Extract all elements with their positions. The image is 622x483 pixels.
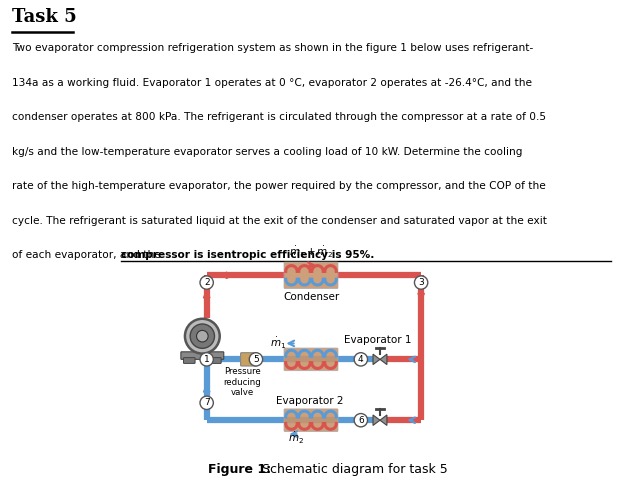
Text: Schematic diagram for task 5: Schematic diagram for task 5 xyxy=(258,463,448,476)
Text: rate of the high-temperature evaporator, the power required by the compressor, a: rate of the high-temperature evaporator,… xyxy=(12,181,546,191)
Circle shape xyxy=(190,324,215,348)
FancyBboxPatch shape xyxy=(241,353,257,366)
Text: 5: 5 xyxy=(253,355,259,364)
FancyBboxPatch shape xyxy=(284,348,338,370)
Text: of each evaporator, and the: of each evaporator, and the xyxy=(12,250,165,260)
Text: cycle. The refrigerant is saturated liquid at the exit of the condenser and satu: cycle. The refrigerant is saturated liqu… xyxy=(12,216,547,226)
Text: Task 5: Task 5 xyxy=(12,8,77,27)
Text: Evaporator 1: Evaporator 1 xyxy=(345,335,412,345)
FancyBboxPatch shape xyxy=(210,357,221,363)
Text: kg/s and the low-temperature evaporator serves a cooling load of 10 kW. Determin: kg/s and the low-temperature evaporator … xyxy=(12,147,523,157)
Text: compressor is isentropic efficiency is 95%.: compressor is isentropic efficiency is 9… xyxy=(121,250,374,260)
Text: Condenser: Condenser xyxy=(283,292,339,302)
Text: $\dot{m}_1 + \dot{m}_2$: $\dot{m}_1 + \dot{m}_2$ xyxy=(289,245,333,260)
Circle shape xyxy=(354,413,368,427)
Text: Figure 1:: Figure 1: xyxy=(208,463,271,476)
Polygon shape xyxy=(373,415,380,426)
Text: Pressure
reducing
valve: Pressure reducing valve xyxy=(223,368,261,397)
Circle shape xyxy=(414,276,428,289)
Text: Two evaporator compression refrigeration system as shown in the figure 1 below u: Two evaporator compression refrigeration… xyxy=(12,43,534,54)
Text: 3: 3 xyxy=(418,278,424,287)
Text: 4: 4 xyxy=(358,355,364,364)
Circle shape xyxy=(200,353,213,366)
Text: condenser operates at 800 kPa. The refrigerant is circulated through the compres: condenser operates at 800 kPa. The refri… xyxy=(12,113,547,122)
Text: 1: 1 xyxy=(204,355,210,364)
Text: Evaporator 2: Evaporator 2 xyxy=(276,396,343,406)
Circle shape xyxy=(197,330,208,342)
Circle shape xyxy=(354,353,368,366)
FancyBboxPatch shape xyxy=(284,409,338,431)
Text: 6: 6 xyxy=(358,416,364,425)
FancyBboxPatch shape xyxy=(284,262,338,288)
Polygon shape xyxy=(373,354,380,365)
Polygon shape xyxy=(380,415,387,426)
Polygon shape xyxy=(380,354,387,365)
FancyBboxPatch shape xyxy=(183,357,195,363)
Circle shape xyxy=(200,276,213,289)
Text: 134a as a working fluid. Evaporator 1 operates at 0 °C, evaporator 2 operates at: 134a as a working fluid. Evaporator 1 op… xyxy=(12,78,532,88)
Circle shape xyxy=(185,319,220,354)
Text: $\dot{m}_1$: $\dot{m}_1$ xyxy=(270,336,286,351)
Circle shape xyxy=(200,396,213,410)
Text: 7: 7 xyxy=(204,398,210,407)
Text: 2: 2 xyxy=(204,278,210,287)
Circle shape xyxy=(249,353,262,366)
Text: $\dot{m}_2$: $\dot{m}_2$ xyxy=(289,431,305,446)
FancyBboxPatch shape xyxy=(181,352,224,359)
